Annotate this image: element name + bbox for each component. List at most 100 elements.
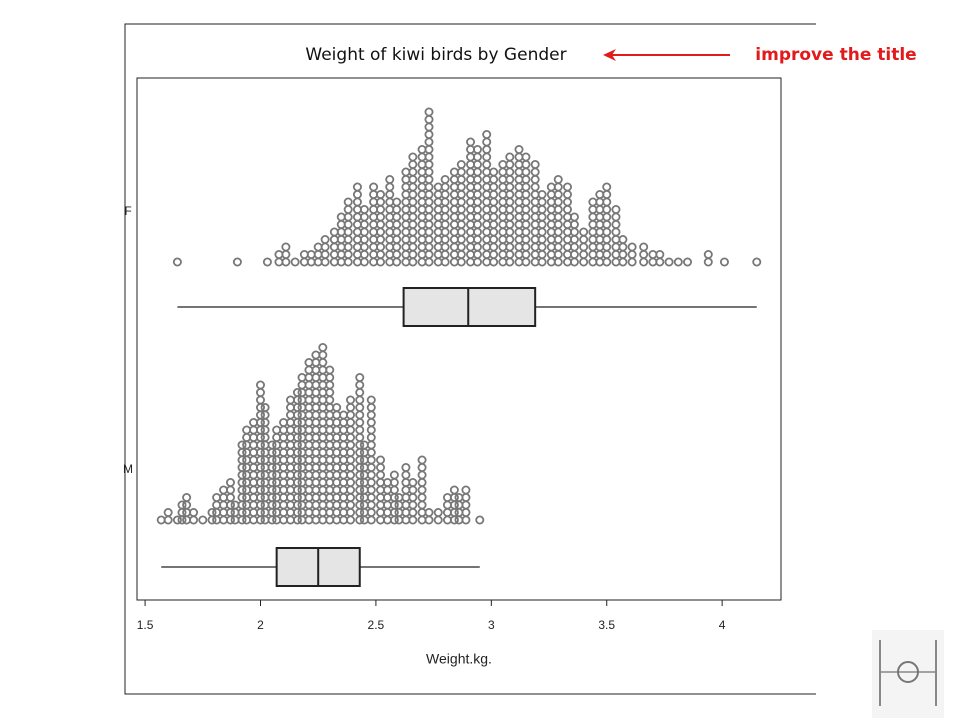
dot — [417, 455, 427, 465]
dot — [752, 257, 762, 267]
dot — [579, 257, 589, 267]
dot — [627, 242, 637, 252]
dot-column — [352, 182, 362, 267]
dot — [424, 107, 434, 117]
dot — [461, 485, 471, 495]
dot — [703, 249, 713, 259]
dot-column — [274, 249, 284, 267]
dot — [579, 249, 589, 259]
dot — [602, 182, 612, 192]
dot — [433, 515, 443, 525]
dot-column — [163, 507, 173, 525]
dot — [482, 137, 492, 147]
dot — [456, 159, 466, 169]
dot — [255, 387, 265, 397]
dot — [225, 477, 235, 487]
dot-column — [389, 470, 399, 525]
dot — [359, 204, 369, 214]
dot — [719, 257, 729, 267]
dot — [611, 212, 621, 222]
dot — [530, 182, 540, 192]
dot — [255, 380, 265, 390]
dot — [482, 159, 492, 169]
dot — [433, 507, 443, 517]
dot-column — [664, 257, 674, 267]
dot-column — [505, 152, 515, 267]
dot — [537, 189, 547, 199]
dot — [530, 167, 540, 177]
dot-column — [225, 477, 235, 525]
dot — [355, 380, 365, 390]
dot-column — [449, 485, 459, 525]
dot-column — [376, 189, 386, 267]
dot — [655, 249, 665, 259]
dot — [401, 470, 411, 480]
dot-column — [489, 167, 499, 267]
dot-column — [279, 417, 289, 525]
annotation: improve the title — [755, 45, 916, 65]
dot-column — [537, 189, 547, 267]
dot — [424, 507, 434, 517]
dot — [182, 500, 192, 510]
dot — [449, 485, 459, 495]
dot — [417, 470, 427, 480]
dot-column — [655, 249, 665, 267]
dot — [627, 257, 637, 267]
dot — [260, 410, 270, 420]
dot — [355, 432, 365, 442]
dot — [355, 372, 365, 382]
dot-column — [602, 182, 612, 267]
dot-column — [648, 249, 658, 267]
dot — [237, 440, 247, 450]
dot — [346, 402, 356, 412]
dot — [611, 227, 621, 237]
dot — [376, 189, 386, 199]
dot-column — [262, 257, 272, 267]
dot-column — [482, 129, 492, 267]
dot — [355, 402, 365, 412]
dot-column — [703, 249, 713, 267]
dot — [366, 432, 376, 442]
dot — [530, 159, 540, 169]
dot-column — [290, 257, 300, 267]
dot — [260, 417, 270, 427]
slide-frame — [124, 23, 816, 695]
dot-column — [392, 197, 402, 267]
dot-column — [249, 417, 259, 525]
dot-column — [255, 380, 265, 525]
dot — [392, 197, 402, 207]
dot-column — [237, 440, 247, 525]
dot-column — [359, 204, 369, 267]
plot-frame — [136, 77, 782, 601]
dot-column — [475, 515, 485, 525]
dot — [505, 152, 515, 162]
dot — [417, 500, 427, 510]
dot-column — [346, 395, 356, 525]
dot-column — [382, 477, 392, 525]
dot — [366, 410, 376, 420]
dot — [482, 152, 492, 162]
dot-column — [189, 507, 199, 525]
x-tick-label: 1.5 — [137, 618, 154, 632]
dot — [355, 395, 365, 405]
dot — [376, 470, 386, 480]
dot-column — [530, 159, 540, 267]
dot-column — [366, 395, 376, 525]
dot — [290, 257, 300, 267]
thumbnail — [872, 630, 944, 718]
dot — [207, 507, 217, 517]
x-tick-label: 3.5 — [598, 618, 615, 632]
dot-column — [281, 242, 291, 267]
dot — [408, 152, 418, 162]
dot — [325, 365, 335, 375]
dot — [639, 249, 649, 259]
dot — [355, 417, 365, 427]
dot — [703, 257, 713, 267]
dot — [408, 477, 418, 487]
dot — [408, 159, 418, 169]
dot-column — [267, 440, 277, 525]
dot-column — [417, 455, 427, 525]
dot-column — [207, 507, 217, 525]
x-tick-label: 2 — [257, 618, 264, 632]
